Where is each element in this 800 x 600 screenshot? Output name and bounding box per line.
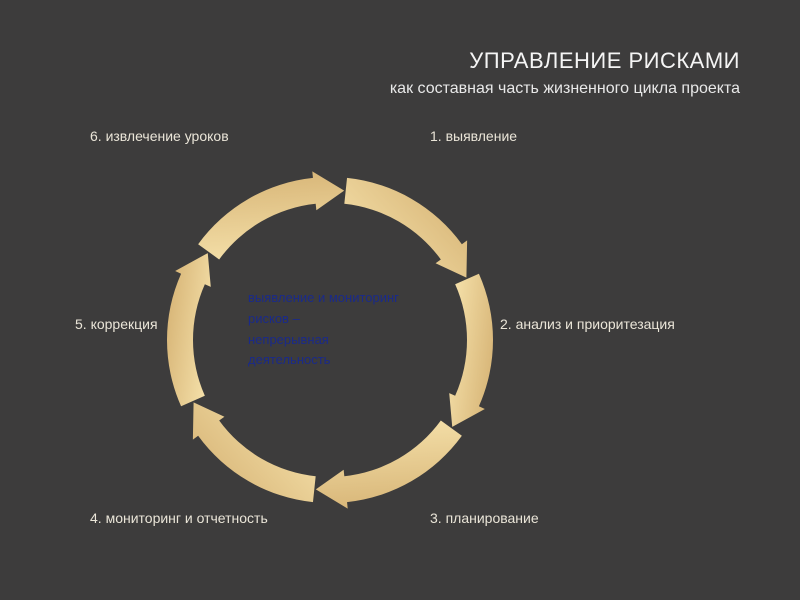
cycle-arrow-2 <box>198 171 344 259</box>
center-line-3: непрерывная <box>248 330 399 351</box>
cycle-arrow-4 <box>449 274 493 427</box>
step-label-1: 1. выявление <box>430 128 517 144</box>
step-label-3: 3. планирование <box>430 510 539 526</box>
center-line-4: деятельность <box>248 350 399 371</box>
cycle-arrow-1 <box>167 253 211 406</box>
cycle-arrow-6 <box>193 402 316 502</box>
center-line-2: рисков – <box>248 309 399 330</box>
center-line-1: выявление и мониторинг <box>248 288 399 309</box>
cycle-arrow-3 <box>344 178 467 278</box>
step-label-2: 2. анализ и приоритезация <box>500 316 675 332</box>
cycle-arrow-5 <box>316 421 462 509</box>
center-caption: выявление и мониторинг рисков – непрерыв… <box>248 288 399 371</box>
step-label-5: 5. коррекция <box>75 316 158 332</box>
step-label-6: 6. извлечение уроков <box>90 128 229 144</box>
step-label-4: 4. мониторинг и отчетность <box>90 510 268 526</box>
